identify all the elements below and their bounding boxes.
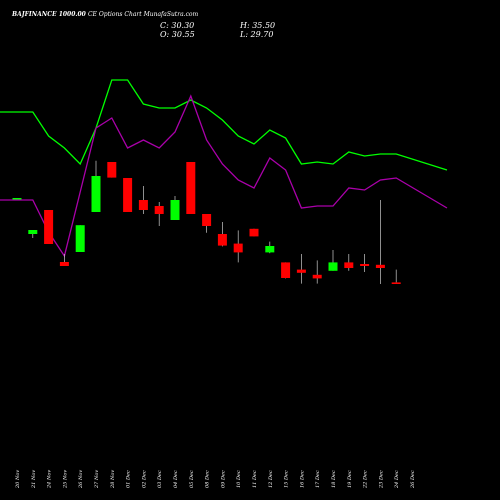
x-tick-label: 08 Dec (205, 470, 211, 488)
chart-title: BAJFINANCE 1000.00 CE Options Chart Muna… (11, 11, 199, 18)
high-value: H: 35.50 (239, 21, 275, 30)
candle-body (202, 214, 212, 226)
candle-body (375, 264, 385, 268)
close-value: C: 30.30 (160, 21, 194, 30)
x-tick-label: 24 Nov (47, 470, 53, 489)
candle-body (296, 269, 306, 273)
x-tick-label: 27 Nov (94, 470, 100, 489)
candle-body (12, 198, 22, 200)
candle-body (154, 206, 164, 214)
x-tick-label: 20 Nov (15, 470, 21, 489)
candle (344, 254, 354, 271)
candle-body (59, 262, 69, 266)
x-tick-label: 26 Dec (410, 470, 416, 489)
candle-body (107, 162, 117, 178)
upper-band-line (0, 79, 448, 171)
x-axis-ticks: 20 Nov 21 Nov 24 Nov 25 Nov 26 Nov 27 Nov 28 N… (15, 470, 416, 489)
candle-body (138, 200, 148, 210)
candle (360, 254, 370, 272)
candle (170, 196, 180, 220)
x-tick-label: 09 Dec (220, 470, 226, 488)
candle (186, 162, 196, 214)
x-tick-label: 04 Dec (173, 470, 179, 488)
candle (217, 222, 227, 247)
x-tick-label: 28 Nov (110, 470, 116, 489)
candle (233, 230, 243, 263)
candle-body (170, 200, 180, 220)
candle-body (344, 262, 354, 268)
candle-body (360, 264, 370, 266)
x-tick-label: 11 Dec (252, 470, 258, 488)
x-tick-label: 25 Nov (62, 470, 68, 489)
candle (123, 178, 133, 212)
candle (154, 202, 164, 226)
candle (328, 250, 338, 271)
candle-body (44, 210, 54, 244)
candle-body (233, 243, 243, 253)
candle-body (281, 262, 291, 278)
x-tick-label: 18 Dec (331, 470, 337, 488)
x-tick-label: 03 Dec (157, 470, 163, 488)
x-tick-label: 16 Dec (299, 470, 305, 488)
x-tick-label: 02 Dec (141, 470, 147, 488)
candle-body (28, 230, 38, 234)
candle (281, 262, 291, 279)
x-tick-label: 22 Dec (363, 470, 369, 489)
candle-body (312, 274, 322, 279)
x-tick-label: 12 Dec (268, 470, 274, 488)
candle (59, 254, 69, 266)
x-tick-label: 23 Dec (378, 470, 384, 489)
x-tick-label: 19 Dec (347, 470, 353, 488)
candle-body (217, 234, 227, 246)
candle-body (265, 246, 275, 253)
x-tick-label: 21 Nov (31, 470, 37, 489)
x-tick-label: 05 Dec (189, 470, 195, 488)
x-tick-label: 10 Dec (236, 470, 242, 488)
candle (44, 210, 54, 244)
candle-body (75, 225, 85, 252)
candle (375, 200, 385, 284)
candle-body (328, 262, 338, 271)
candle (138, 186, 148, 214)
candle-body (91, 176, 101, 212)
candle-body (391, 282, 401, 284)
candle (249, 228, 259, 237)
candle (202, 214, 212, 233)
candle (265, 241, 275, 254)
candle (75, 225, 85, 252)
x-tick-label: 01 Dec (126, 470, 132, 488)
open-value: O: 30.55 (160, 30, 195, 39)
candle (312, 260, 322, 284)
x-tick-label: 15 Dec (284, 470, 290, 488)
candle (107, 162, 117, 178)
x-tick-label: 24 Dec (394, 470, 400, 489)
candle (296, 254, 306, 284)
low-value: L: 29.70 (239, 30, 273, 39)
candle (91, 160, 101, 212)
candles-group (12, 160, 401, 284)
x-tick-label: 17 Dec (315, 470, 321, 488)
candle-body (123, 178, 133, 212)
lower-band-line (0, 94, 448, 258)
x-tick-label: 26 Nov (78, 470, 84, 489)
candle (12, 198, 22, 200)
candle-body (249, 228, 259, 237)
candle-body (186, 162, 196, 214)
candle (391, 269, 401, 284)
indicator-lines (0, 79, 448, 258)
candle (28, 230, 38, 238)
